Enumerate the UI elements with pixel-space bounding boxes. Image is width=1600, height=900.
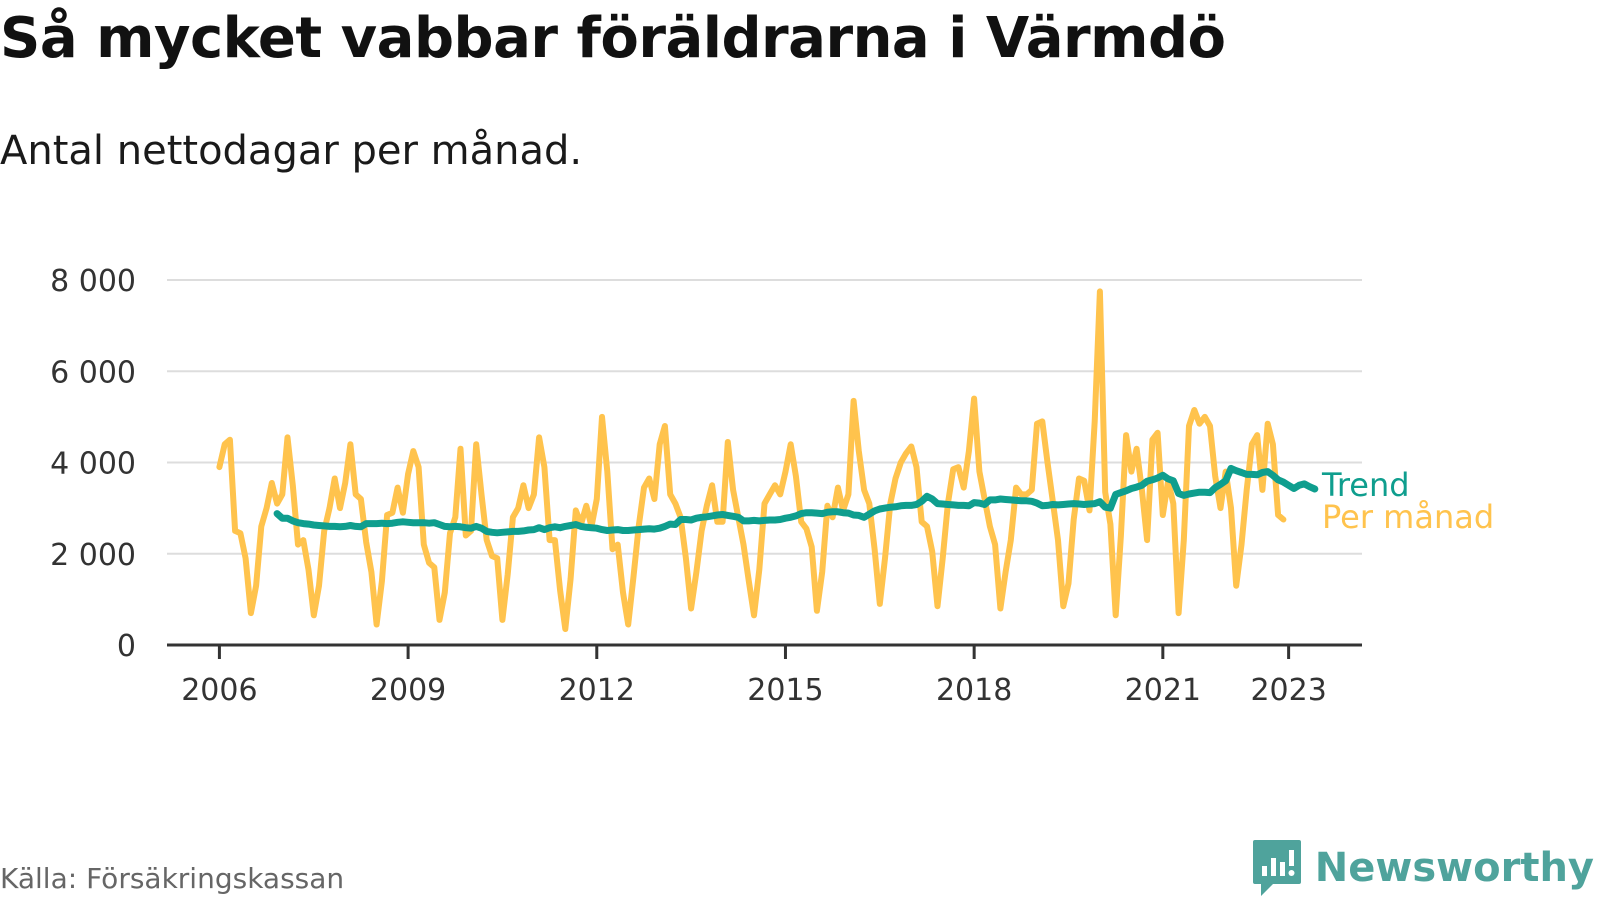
chart-title: Så mycket vabbar föräldrarna i Värmdö: [0, 6, 1226, 71]
series-lines: [216, 288, 1319, 632]
x-tick-label: 2021: [1125, 673, 1201, 708]
x-axis: 2006 2009 2012 2015 2018 2021 2023: [167, 643, 1362, 708]
brand-name: Newsworthy: [1314, 845, 1594, 891]
chart-subtitle: Antal nettodagar per månad.: [0, 128, 583, 174]
y-tick-label: 2 000: [50, 538, 136, 573]
legend-label: Per månad: [1322, 498, 1494, 536]
legend-label: Trend: [1321, 466, 1410, 504]
x-tick-label: 2018: [936, 673, 1012, 708]
y-tick-label: 6 000: [50, 355, 136, 390]
y-tick-label: 0: [117, 629, 136, 664]
x-tick-label: 2006: [181, 673, 257, 708]
y-tick-label: 8 000: [50, 264, 136, 299]
source-note: Källa: Försäkringskassan: [0, 862, 345, 895]
brand-logo[interactable]: Newsworthy: [1251, 838, 1594, 898]
x-tick-label: 2015: [747, 673, 823, 708]
series-line-per-manad: [216, 288, 1287, 632]
y-axis-ticks: 0 2 000 4 000 6 000 8 000: [50, 264, 136, 664]
x-tick-label: 2023: [1250, 673, 1326, 708]
series-line-trend: [273, 464, 1319, 537]
y-tick-label: 4 000: [50, 447, 136, 482]
x-tick-label: 2009: [370, 673, 446, 708]
x-tick-label: 2012: [559, 673, 635, 708]
newsworthy-logo-icon: [1252, 840, 1301, 896]
